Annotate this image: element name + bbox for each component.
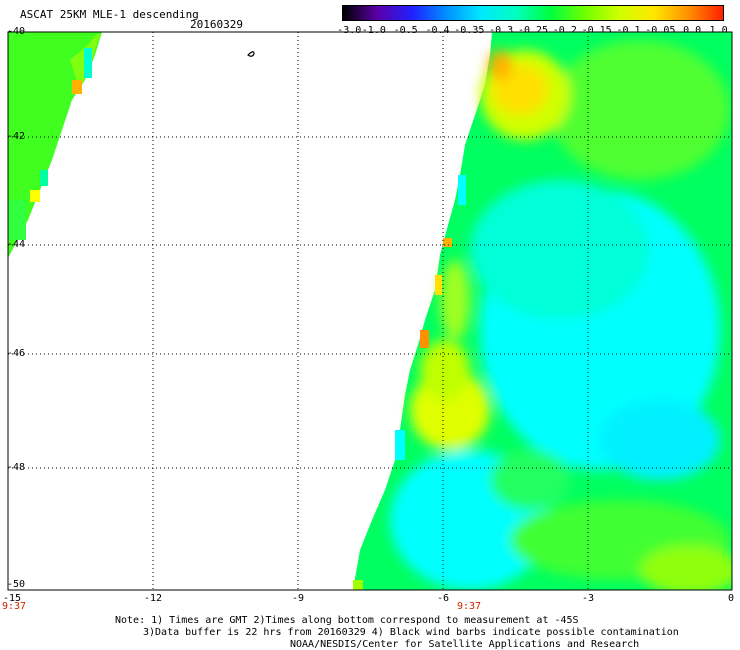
y-tick-label: -44 [7, 239, 26, 250]
y-tick-label: -42 [7, 131, 26, 142]
plot-frame [7, 31, 733, 591]
colorbar-tick-label: 1.0 [709, 25, 728, 36]
grid-lines [8, 32, 732, 590]
y-tick-label: -48 [7, 462, 26, 473]
colorbar-tick-label: -0.4 [425, 25, 450, 36]
map-title: ASCAT 25KM MLE-1 descending [20, 8, 199, 21]
colorbar-tick-label: -0.25 [517, 25, 549, 36]
x-tick-label: -3 [581, 593, 595, 604]
note-line-3: NOAA/NESDIS/Center for Satellite Applica… [290, 639, 640, 650]
x-tick-label: 0 [727, 593, 735, 604]
colorbar-tick-label: -0.1 [616, 25, 641, 36]
colorbar-tick-label: -0.15 [581, 25, 612, 36]
x-tick-label: -9 [291, 593, 305, 604]
y-tick-label: -50 [7, 579, 26, 590]
x-tick-label: -12 [143, 593, 163, 604]
colorbar-tick-label: -1.0 [361, 25, 386, 36]
y-tick-label: -46 [7, 348, 26, 359]
colorbar [342, 5, 724, 21]
right-swath [353, 32, 732, 590]
x-tick-label: -15 [2, 593, 22, 604]
colorbar-tick-label: -0.35 [454, 25, 485, 36]
note-line-2: 3)Data buffer is 22 hrs from 20160329 4)… [143, 627, 679, 638]
note-line-1: Note: 1) Times are GMT 2)Times along bot… [115, 615, 579, 626]
colorbar-tick-label: -0.2 [552, 25, 577, 36]
colorbar-tick-label: -3.0 [337, 25, 362, 36]
x-tick-label: -6 [436, 593, 450, 604]
colorbar-tick-label: -0.05 [645, 25, 676, 36]
map-date: 20160329 [190, 18, 243, 31]
time-label: 9:37 [2, 601, 27, 612]
y-tick-label: -40 [7, 26, 26, 37]
colorbar-tick-label: 0.0 [683, 25, 702, 36]
left-swath [8, 32, 102, 258]
colorbar-tick-label: -0.5 [393, 25, 418, 36]
time-label: 9:37 [457, 601, 482, 612]
colorbar-tick-label: -0.3 [489, 25, 514, 36]
wind-barb-icon [247, 51, 255, 57]
